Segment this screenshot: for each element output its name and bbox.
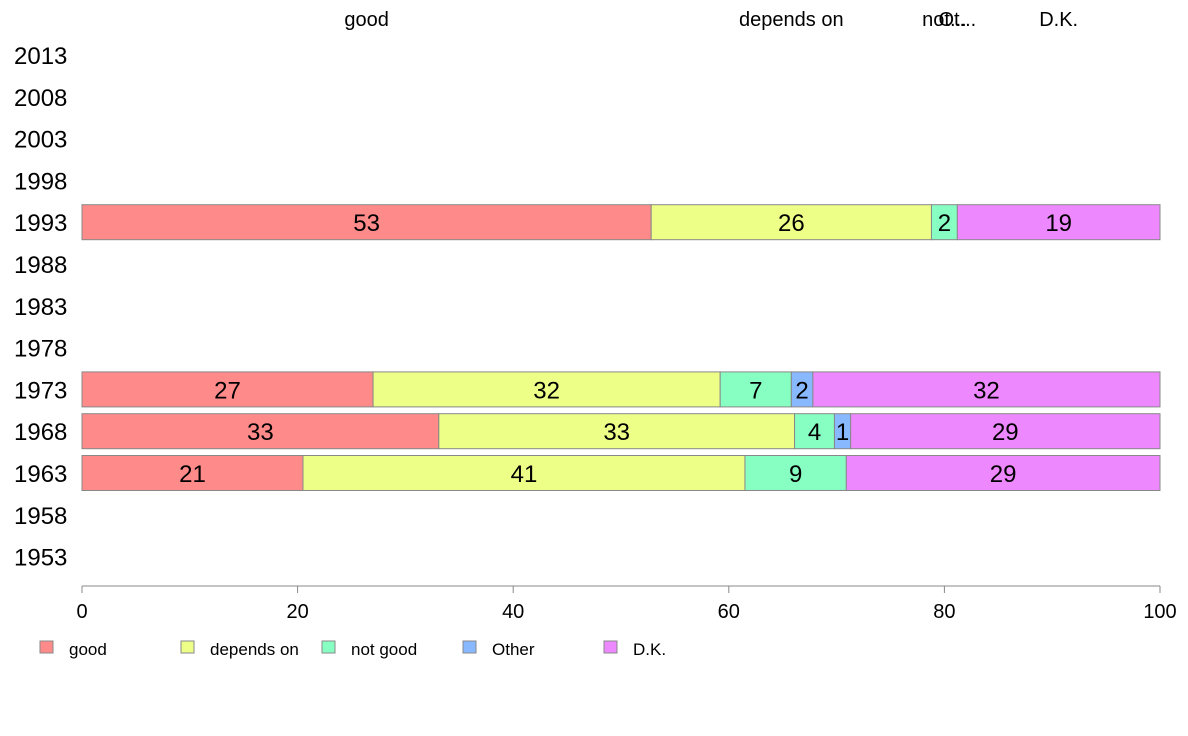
bar-segment bbox=[372, 371, 721, 408]
data-label: 33 bbox=[247, 419, 274, 446]
y-tick-label: 1988 bbox=[14, 252, 67, 279]
data-label: 29 bbox=[992, 419, 1019, 446]
y-tick-label: 1978 bbox=[14, 336, 67, 363]
data-label: 2 bbox=[938, 210, 951, 237]
top-series-label: Ot... bbox=[938, 9, 976, 31]
y-tick-label: 2008 bbox=[14, 85, 67, 112]
legend-swatch bbox=[462, 640, 477, 654]
legend-swatch bbox=[180, 640, 195, 654]
x-tick-label: 0 bbox=[76, 601, 87, 623]
bar-segment bbox=[81, 413, 440, 450]
data-label: 1 bbox=[836, 419, 849, 446]
data-label: 33 bbox=[603, 419, 630, 446]
data-label: 19 bbox=[1045, 210, 1072, 237]
data-label: 27 bbox=[214, 377, 241, 404]
y-tick-label: 1953 bbox=[14, 545, 67, 572]
x-tick-label: 40 bbox=[502, 601, 524, 623]
data-label: 29 bbox=[990, 461, 1017, 488]
legend: good depends on not good Other D.K. bbox=[39, 640, 666, 659]
y-tick-label: 1993 bbox=[14, 210, 67, 237]
data-label: 7 bbox=[749, 377, 762, 404]
y-tick-label: 1958 bbox=[14, 503, 67, 530]
y-axis-labels: 2013 2008 2003 1998 1993 1988 1983 1978 1973 1968… bbox=[14, 43, 67, 572]
y-tick-label: 2003 bbox=[14, 127, 67, 154]
x-tick-label: 20 bbox=[286, 601, 308, 623]
legend-label: Other bbox=[492, 640, 535, 659]
y-tick-label: 1998 bbox=[14, 168, 67, 195]
data-label: 32 bbox=[973, 377, 1000, 404]
top-series-label: D.K. bbox=[1039, 9, 1078, 31]
top-segment-labels: good depends on not...Ot... D.K. bbox=[344, 9, 1078, 31]
data-label: 4 bbox=[808, 419, 821, 446]
legend-label: good bbox=[69, 640, 107, 659]
x-tick-label: 60 bbox=[718, 601, 740, 623]
y-tick-label: 1983 bbox=[14, 294, 67, 321]
legend-label: not good bbox=[351, 640, 417, 659]
data-label: 32 bbox=[533, 377, 560, 404]
top-series-label: depends on bbox=[739, 9, 844, 31]
bar-segment bbox=[845, 455, 1161, 491]
y-tick-label: 1973 bbox=[14, 377, 67, 404]
legend-label: D.K. bbox=[633, 640, 666, 659]
bar-segment bbox=[81, 371, 374, 408]
data-label: 21 bbox=[179, 461, 206, 488]
bar-segment bbox=[302, 455, 746, 491]
x-tick-label: 100 bbox=[1143, 601, 1176, 623]
bar-segment bbox=[650, 204, 932, 241]
bar-segment bbox=[930, 204, 958, 241]
bar-segment bbox=[956, 204, 1161, 241]
y-tick-label: 2013 bbox=[14, 43, 67, 70]
data-label: 2 bbox=[795, 377, 808, 404]
top-series-label: not... bbox=[922, 9, 966, 31]
data-label: 9 bbox=[789, 461, 802, 488]
data-label: 26 bbox=[778, 210, 805, 237]
bar-segment bbox=[719, 371, 792, 408]
bar-segment bbox=[850, 413, 1161, 450]
bar-segment bbox=[438, 413, 796, 450]
legend-swatch bbox=[39, 640, 54, 654]
data-label: 53 bbox=[353, 210, 380, 237]
legend-swatch bbox=[321, 640, 336, 654]
y-tick-label: 1968 bbox=[14, 419, 67, 446]
bar-segment bbox=[81, 204, 652, 241]
bar-segment bbox=[81, 455, 304, 491]
x-tick-label: 80 bbox=[933, 601, 955, 623]
top-series-label: good bbox=[344, 9, 389, 31]
legend-label: depends on bbox=[210, 640, 299, 659]
y-tick-label: 1963 bbox=[14, 461, 67, 488]
x-axis: 0 20 40 60 80 100 bbox=[76, 585, 1177, 623]
data-label: 41 bbox=[511, 461, 538, 488]
legend-swatch bbox=[603, 640, 618, 654]
bar-segment bbox=[794, 413, 835, 450]
bar-segment bbox=[812, 371, 1161, 408]
